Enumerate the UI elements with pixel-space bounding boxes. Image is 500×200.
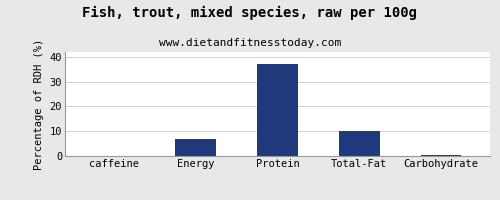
Bar xyxy=(257,64,298,156)
Text: Fish, trout, mixed species, raw per 100g: Fish, trout, mixed species, raw per 100g xyxy=(82,6,417,20)
Bar xyxy=(420,155,462,156)
Bar xyxy=(176,139,216,156)
Bar xyxy=(339,131,380,156)
Y-axis label: Percentage of RDH (%): Percentage of RDH (%) xyxy=(34,38,44,170)
Text: www.dietandfitnesstoday.com: www.dietandfitnesstoday.com xyxy=(159,38,341,48)
